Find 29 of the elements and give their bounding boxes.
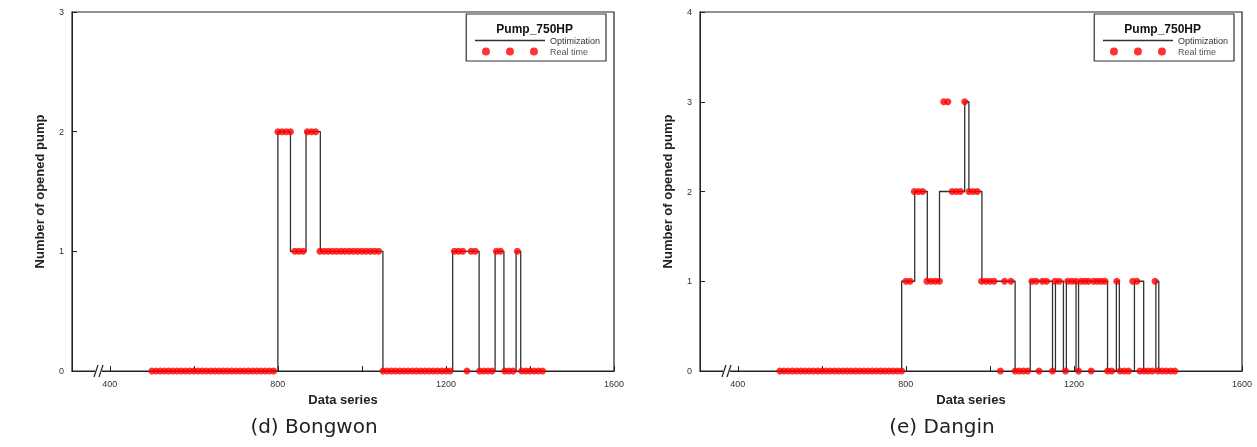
y-axis-title: Number of opened pump — [32, 114, 47, 269]
y-tick-label: 3 — [686, 96, 692, 107]
x-tick-label: 1200 — [435, 378, 456, 389]
x-tick-label: 800 — [898, 378, 914, 389]
y-tick-label: 1 — [686, 276, 692, 287]
y-tick-label: 4 — [686, 7, 692, 17]
y-tick-label: 0 — [686, 366, 692, 376]
x-tick-label: 1600 — [603, 378, 625, 389]
text: (d) Bongwon — [250, 414, 378, 438]
y-tick-label: 1 — [58, 246, 64, 257]
x-tick-label: 1200 — [1063, 378, 1084, 389]
legend-label: Real time — [1177, 46, 1216, 57]
text: Optimization — [1177, 35, 1229, 46]
text: (e) Dangin — [889, 414, 995, 438]
legend-title: Pump_750HP — [1124, 22, 1201, 36]
x-axis-title: Data series — [936, 392, 1006, 407]
x-tick-label: 400 — [102, 378, 118, 389]
y-tick-label: 0 — [58, 366, 64, 376]
y-tick-label: 2 — [58, 126, 64, 137]
y-axis-title: Number of opened pump — [660, 114, 675, 269]
y-tick-label: 3 — [58, 7, 64, 17]
legend-title: Pump_750HP — [496, 22, 573, 36]
x-tick-label: 800 — [270, 378, 286, 389]
x-axis-title: Data series — [308, 392, 378, 407]
x-tick-label: 400 — [730, 378, 746, 389]
y-tick-label: 2 — [686, 186, 692, 197]
legend-label: Real time — [549, 46, 588, 57]
text: Optimization — [549, 35, 601, 46]
x-tick-label: 1600 — [1231, 378, 1253, 389]
